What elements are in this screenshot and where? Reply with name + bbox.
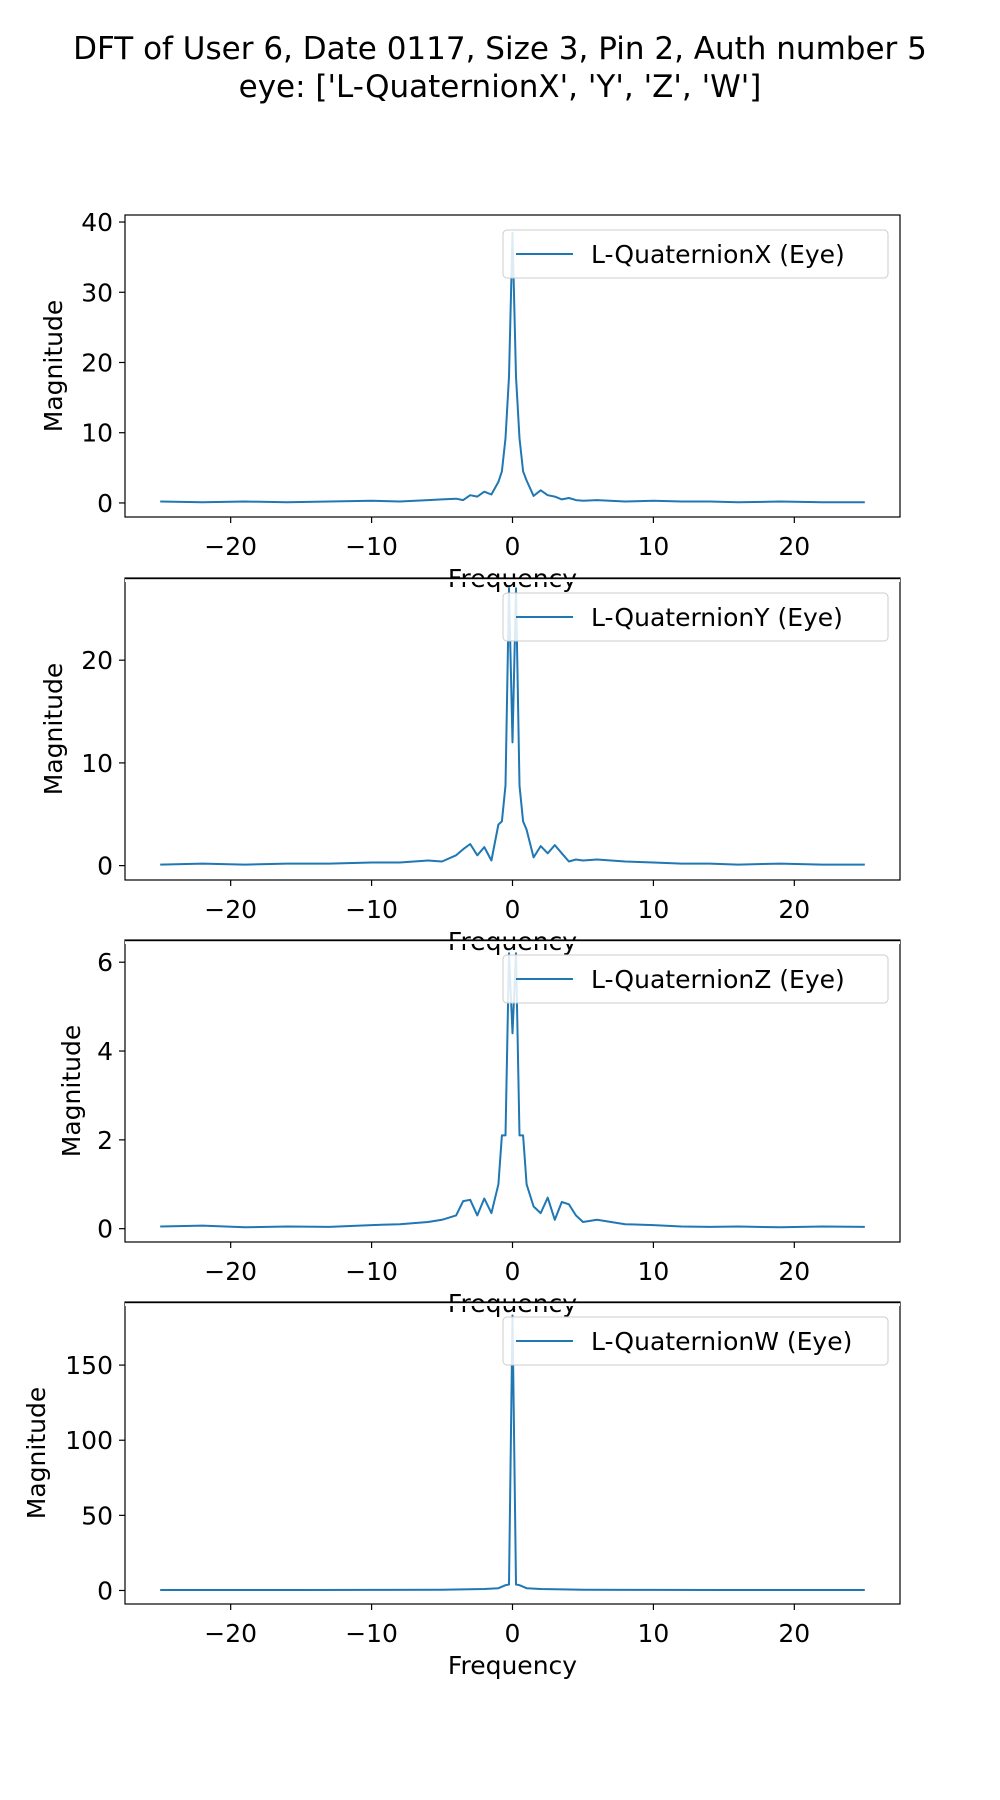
x-tick-label: 20 xyxy=(778,1257,810,1286)
x-tick-label: −10 xyxy=(345,1257,398,1286)
x-tick-label: −20 xyxy=(204,895,257,924)
subplot-3: −20 −10 0 10 20 0 2 4 6 Magnitude L-QuaternionZ (E… xyxy=(57,939,901,1318)
x-tick-label: −20 xyxy=(204,1257,257,1286)
legend-box xyxy=(502,954,889,1004)
legend: L-QuaternionX (Eye) xyxy=(502,229,889,279)
legend-label: L-QuaternionZ (Eye) xyxy=(591,965,845,994)
x-tick-label: 0 xyxy=(505,1619,521,1648)
y-axis-label: Magnitude xyxy=(57,1025,86,1157)
axes-top-spine xyxy=(125,1302,900,1304)
y-tick-label: 20 xyxy=(81,646,113,675)
y-tick-label: 30 xyxy=(81,278,113,307)
legend-label: L-QuaternionW (Eye) xyxy=(591,1327,852,1356)
figure-title-line-1: DFT of User 6, Date 0117, Size 3, Pin 2,… xyxy=(73,31,927,67)
y-tick-label: 50 xyxy=(81,1501,113,1530)
y-tick-label: 20 xyxy=(81,348,113,377)
y-tick-label: 0 xyxy=(97,1215,113,1244)
axes-top-spine xyxy=(125,578,900,580)
y-tick-label: 40 xyxy=(81,208,113,237)
y-tick-label: 0 xyxy=(97,489,113,518)
subplot-1: −20 −10 0 10 20 0 10 20 30 40 Magnitude L-Quaternio… xyxy=(39,208,901,593)
x-tick-label: 10 xyxy=(638,1257,670,1286)
y-tick-label: 2 xyxy=(97,1126,113,1155)
series-line-4-1 xyxy=(160,1314,865,1591)
legend-box xyxy=(502,592,889,642)
x-tick-label: 0 xyxy=(505,895,521,924)
legend-box xyxy=(502,229,889,279)
y-tick-label: 10 xyxy=(81,749,113,778)
axes-background-edge xyxy=(125,1302,900,1306)
legend-label: L-QuaternionY (Eye) xyxy=(591,603,843,632)
y-axis-label: Magnitude xyxy=(39,663,68,795)
x-tick-label: −20 xyxy=(204,532,257,561)
y-tick-label: 10 xyxy=(81,419,113,448)
y-tick-label: 4 xyxy=(97,1037,113,1066)
x-tick-label: 20 xyxy=(778,532,810,561)
x-tick-label: 0 xyxy=(505,1257,521,1286)
legend-label: L-QuaternionX (Eye) xyxy=(591,240,845,269)
y-tick-label: 150 xyxy=(65,1351,113,1380)
axes-background-edge xyxy=(125,578,900,582)
x-tick-label: 20 xyxy=(778,1619,810,1648)
x-tick-label: 0 xyxy=(505,532,521,561)
series-line-3-1 xyxy=(160,952,865,1229)
legend: L-QuaternionY (Eye) xyxy=(502,592,889,642)
series-line-2-1 xyxy=(160,587,865,866)
series-line-1-1 xyxy=(160,231,865,504)
x-tick-label: 20 xyxy=(778,895,810,924)
x-tick-label: −20 xyxy=(204,1619,257,1648)
axes-top-spine xyxy=(125,940,900,942)
legend: L-QuaternionZ (Eye) xyxy=(502,954,889,1004)
figure-title-line-2: eye: ['L-QuaternionX', 'Y', 'Z', 'W'] xyxy=(238,69,762,105)
x-tick-label: 10 xyxy=(638,532,670,561)
x-tick-label: −10 xyxy=(345,1619,398,1648)
legend-box xyxy=(502,1316,889,1366)
x-tick-label: 10 xyxy=(638,1619,670,1648)
y-tick-label: 0 xyxy=(97,852,113,881)
y-tick-label: 6 xyxy=(97,948,113,977)
x-tick-label: −10 xyxy=(345,895,398,924)
y-tick-label: 100 xyxy=(65,1426,113,1455)
x-tick-label: 10 xyxy=(638,895,670,924)
x-tick-label: −10 xyxy=(345,532,398,561)
y-axis-label: Magnitude xyxy=(39,300,68,432)
y-tick-label: 0 xyxy=(97,1576,113,1605)
subplot-4: −20 −10 0 10 20 0 50 100 150 Magnitude L-Quaternio… xyxy=(22,1301,901,1680)
legend: L-QuaternionW (Eye) xyxy=(502,1316,889,1366)
subplot-2: −20 −10 0 10 20 0 10 20 Magnitude L-QuaternionY (… xyxy=(39,577,901,956)
x-axis-label: Frequency xyxy=(448,1651,577,1680)
figure-title: DFT of User 6, Date 0117, Size 3, Pin 2,… xyxy=(0,30,1000,106)
y-axis-label: Magnitude xyxy=(22,1387,51,1519)
axes-background-edge xyxy=(125,940,900,944)
